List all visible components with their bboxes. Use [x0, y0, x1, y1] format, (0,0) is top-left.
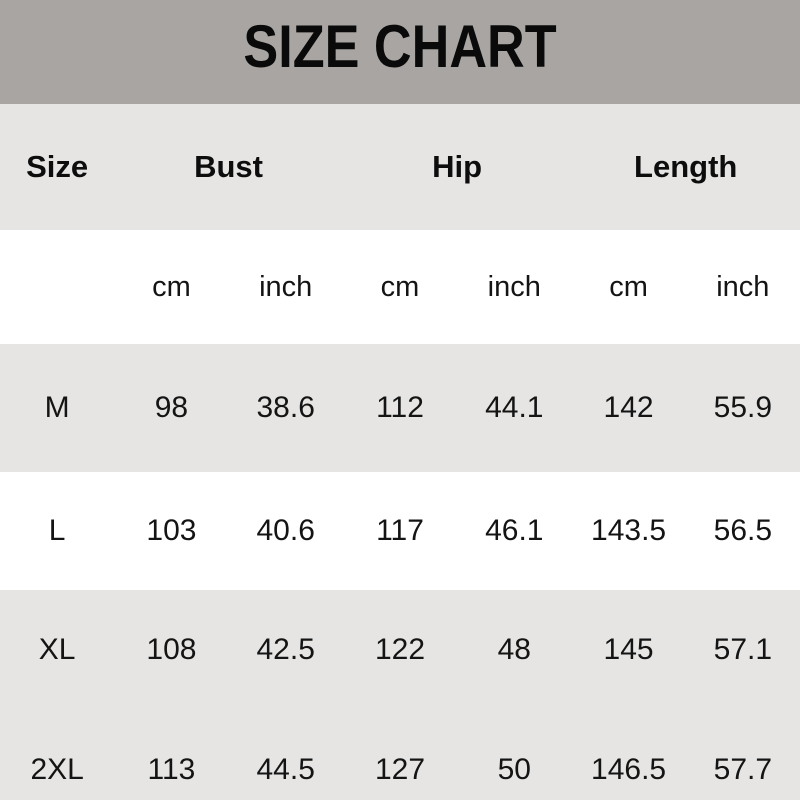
column-header-length: Length — [634, 149, 738, 184]
units-spacer — [0, 230, 114, 344]
value-cell: 40.6 — [256, 514, 315, 547]
value-cell: 44.5 — [256, 753, 315, 786]
value-cell: 57.7 — [713, 753, 773, 786]
table-row-m: M 98 38.6 112 44.1 142 55.9 — [0, 344, 800, 472]
column-header-size: Size — [26, 149, 89, 184]
value-cell: 48 — [497, 633, 531, 666]
value-cell: 113 — [147, 753, 196, 786]
units-row: cm inch cm inch cm inch — [0, 230, 800, 344]
value-cell: 44.1 — [485, 391, 544, 424]
value-cell: 142 — [603, 391, 654, 424]
unit-hip-cm: cm — [380, 270, 420, 303]
value-cell: 98 — [154, 391, 189, 424]
value-cell: 38.6 — [256, 391, 315, 424]
table-row-2xl: 2XL 113 44.5 127 50 146.5 57.7 — [0, 710, 800, 800]
value-cell: 112 — [376, 391, 424, 424]
value-cell: 42.5 — [256, 633, 315, 666]
value-cell: 46.1 — [485, 514, 544, 547]
size-cell: L — [48, 514, 66, 547]
size-table: Size Bust Hip Length cm inch cm inch cm … — [0, 104, 800, 800]
unit-length-cm: cm — [609, 270, 648, 303]
value-cell: 108 — [146, 633, 197, 666]
value-cell: 50 — [497, 753, 531, 786]
column-header-hip: Hip — [432, 149, 483, 184]
page-title: SIZE CHART — [243, 12, 557, 80]
value-cell: 145 — [603, 633, 654, 666]
unit-length-inch: inch — [716, 270, 770, 303]
table-header-row: Size Bust Hip Length — [0, 104, 800, 230]
size-cell: XL — [38, 633, 76, 666]
title-band: SIZE CHART — [0, 0, 800, 104]
value-cell: 146.5 — [591, 753, 667, 786]
value-cell: 117 — [376, 514, 424, 547]
size-cell: M — [44, 391, 70, 424]
value-cell: 103 — [146, 514, 197, 547]
column-header-bust: Bust — [194, 149, 263, 184]
value-cell: 56.5 — [713, 514, 773, 547]
value-cell: 57.1 — [713, 633, 773, 666]
table-row-l: L 103 40.6 117 46.1 143.5 56.5 — [0, 472, 800, 590]
value-cell: 122 — [374, 633, 426, 666]
size-cell: 2XL — [30, 753, 84, 786]
value-cell: 127 — [374, 753, 426, 786]
unit-hip-inch: inch — [487, 270, 541, 303]
unit-bust-inch: inch — [259, 270, 313, 303]
table-row-xl: XL 108 42.5 122 48 145 57.1 — [0, 590, 800, 710]
unit-bust-cm: cm — [152, 270, 191, 303]
value-cell: 143.5 — [591, 514, 667, 547]
value-cell: 55.9 — [713, 391, 773, 424]
